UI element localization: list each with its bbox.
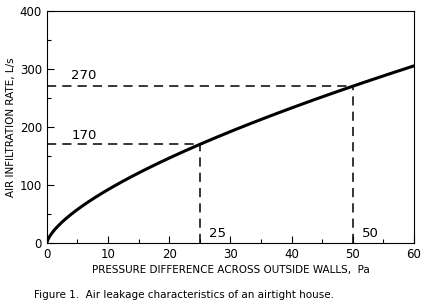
Text: 270: 270 [71,69,96,82]
Text: Figure 1.  Air leakage characteristics of an airtight house.: Figure 1. Air leakage characteristics of… [34,291,334,300]
Text: 170: 170 [71,129,96,142]
Y-axis label: AIR INFILTRATION RATE, L/s: AIR INFILTRATION RATE, L/s [6,57,15,197]
Text: 50: 50 [361,227,378,240]
X-axis label: PRESSURE DIFFERENCE ACROSS OUTSIDE WALLS,  Pa: PRESSURE DIFFERENCE ACROSS OUTSIDE WALLS… [91,265,368,275]
Text: 25: 25 [208,227,225,240]
